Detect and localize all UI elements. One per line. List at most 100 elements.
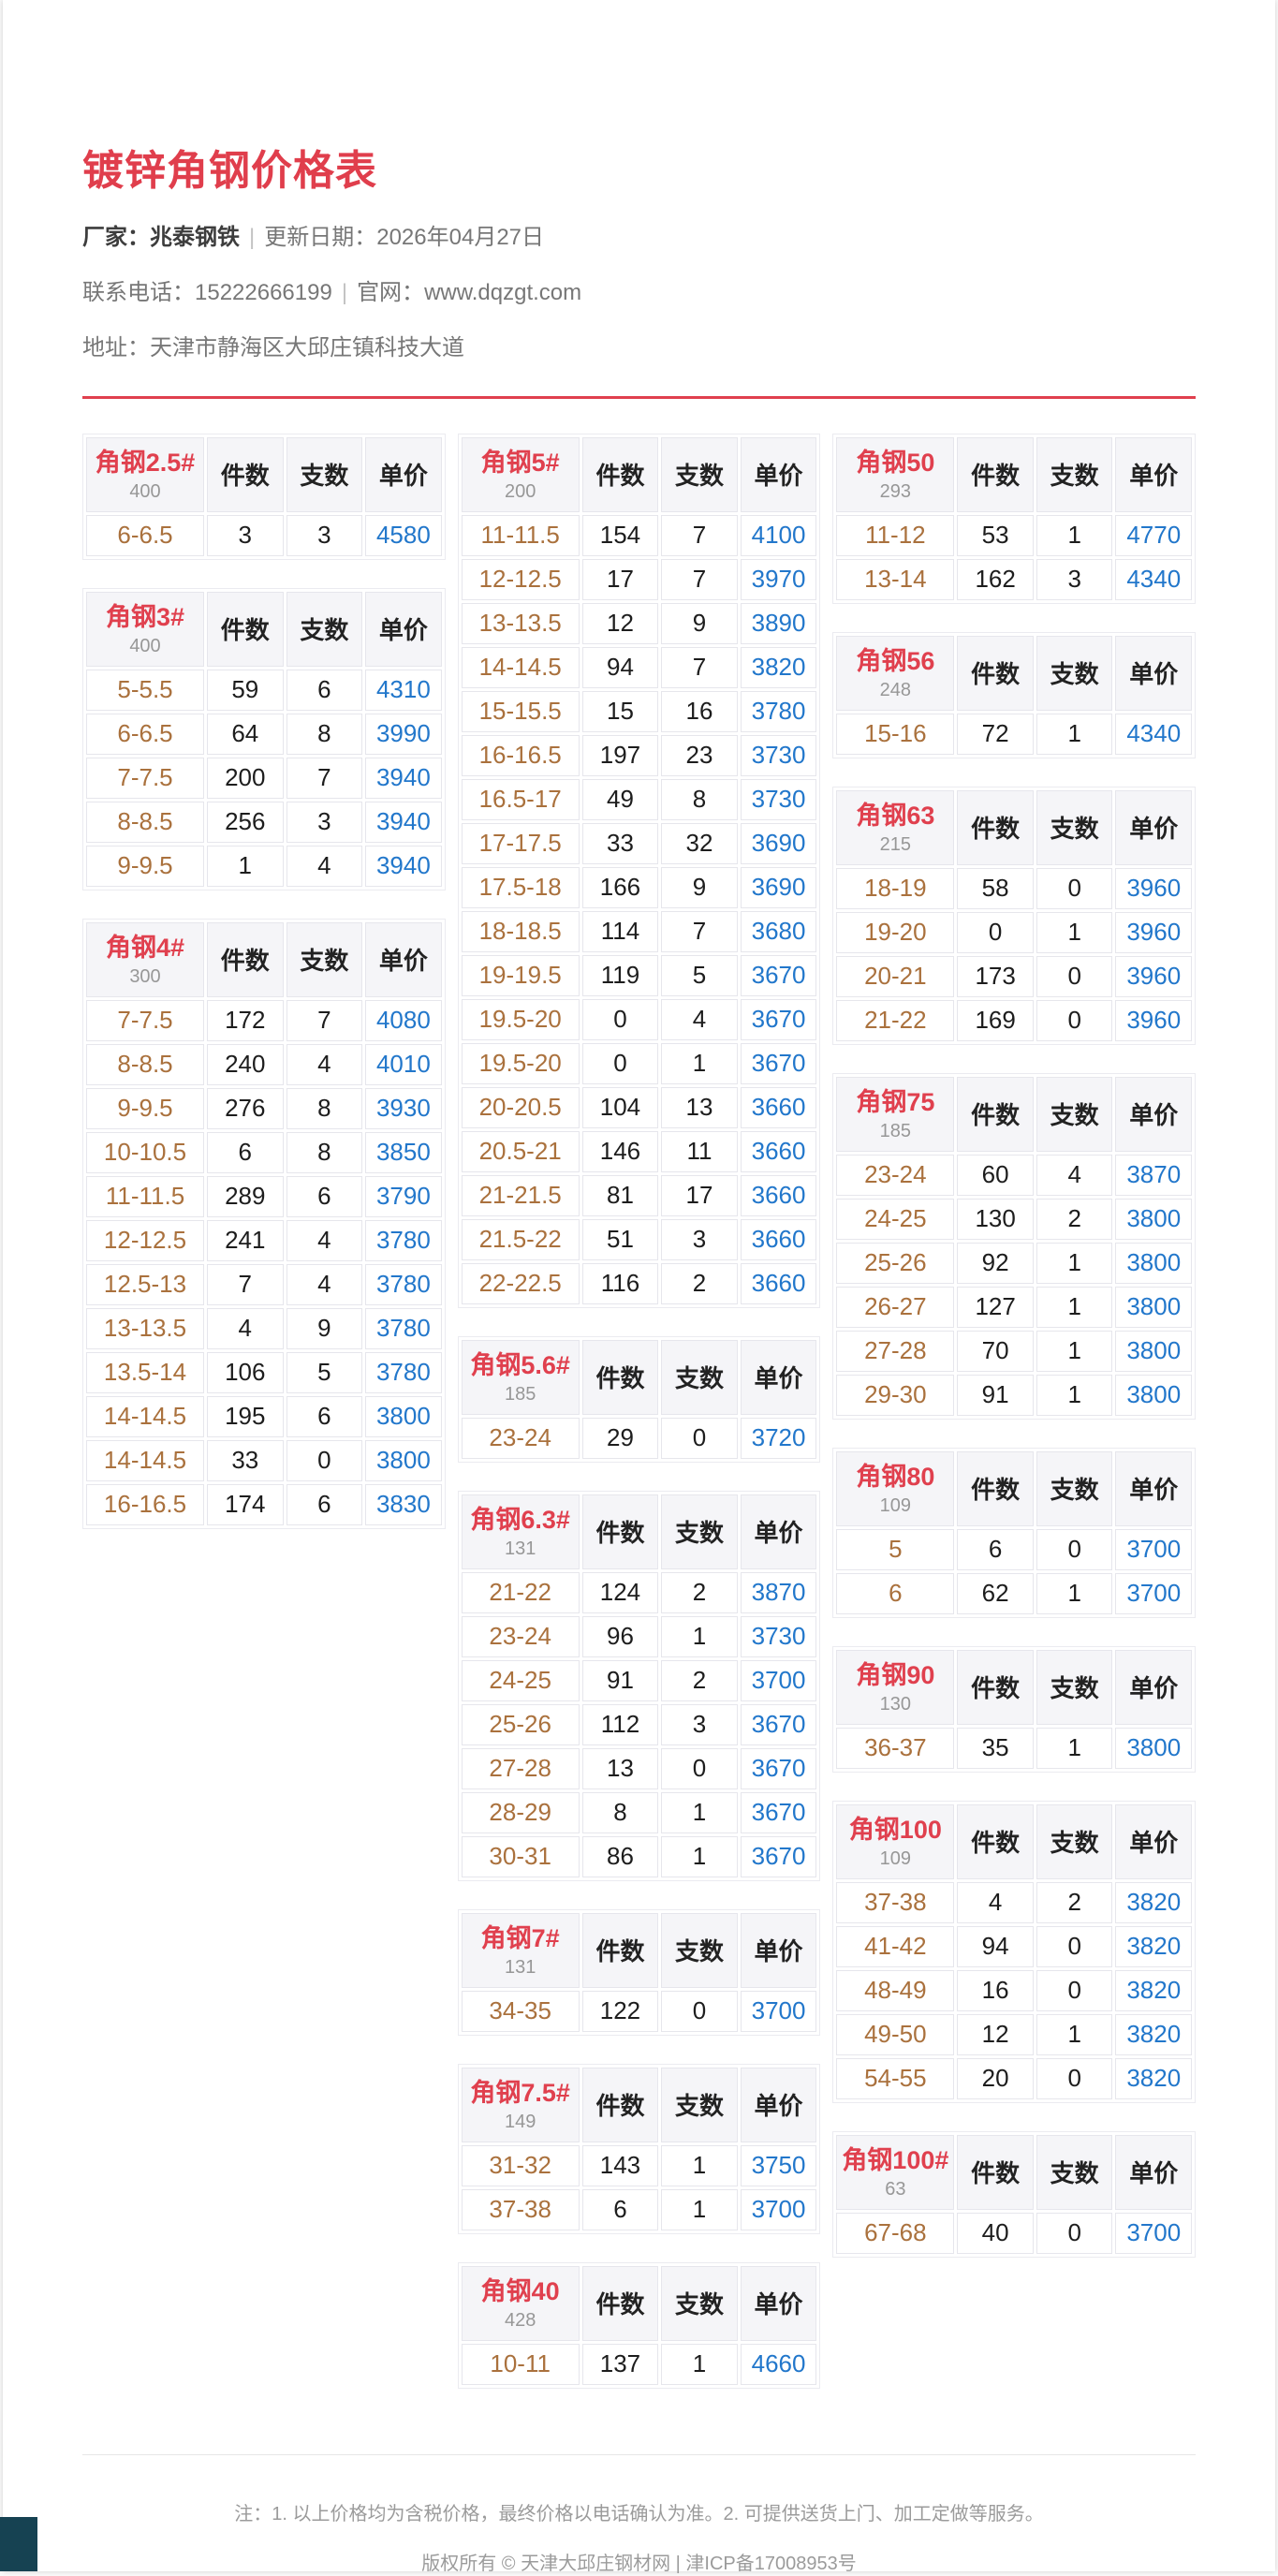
table-header-row: 角钢80 109 件数 支数 单价 xyxy=(836,1450,1193,1526)
table-row: 14-14.5 195 6 3800 xyxy=(86,1395,442,1437)
pieces-cell: 195 xyxy=(207,1395,284,1437)
pieces-cell: 60 xyxy=(957,1154,1034,1196)
col-header-pieces: 件数 xyxy=(581,1494,659,1569)
col-header-price: 单价 xyxy=(1115,1649,1193,1725)
col-header-pieces: 件数 xyxy=(581,1912,659,1988)
bundles-cell: 7 xyxy=(286,999,363,1041)
range-cell: 19.5-20 xyxy=(461,1042,580,1084)
price-cell: 3870 xyxy=(740,1571,817,1613)
table-name: 角钢100 xyxy=(848,1815,942,1844)
bundles-cell: 8 xyxy=(661,778,738,820)
bundles-cell: 6 xyxy=(286,1483,363,1525)
table-header-row: 角钢100# 63 件数 支数 单价 xyxy=(836,2134,1193,2210)
price-cell: 3970 xyxy=(740,558,817,600)
table-row: 14-14.5 94 7 3820 xyxy=(461,646,817,688)
table-header-row: 角钢2.5# 400 件数 支数 单价 xyxy=(86,436,442,512)
table-row: 17-17.5 33 32 3690 xyxy=(461,822,817,864)
pieces-cell: 91 xyxy=(957,1374,1034,1416)
price-cell: 3820 xyxy=(1115,1925,1193,1967)
bundles-cell: 1 xyxy=(661,1791,738,1833)
table-row: 25-26 112 3 3670 xyxy=(461,1703,817,1745)
price-cell: 3960 xyxy=(1115,999,1193,1041)
price-cell: 3830 xyxy=(365,1483,442,1525)
bundles-cell: 0 xyxy=(661,1990,738,2032)
table-row: 21-22 169 0 3960 xyxy=(836,999,1193,1041)
table-title-cell: 角钢50 293 xyxy=(836,436,955,512)
bundles-cell: 0 xyxy=(1036,1925,1113,1967)
col-header-bundles: 支数 xyxy=(1036,1649,1113,1725)
bundles-cell: 17 xyxy=(661,1174,738,1216)
col-header-price: 单价 xyxy=(740,2067,817,2142)
bundles-cell: 0 xyxy=(1036,999,1113,1041)
price-cell: 4660 xyxy=(740,2343,817,2385)
table-header-row: 角钢100 109 件数 支数 单价 xyxy=(836,1803,1193,1879)
table-row: 18-19 58 0 3960 xyxy=(836,867,1193,909)
table-title-cell: 角钢40 428 xyxy=(461,2265,580,2341)
price-cell: 3820 xyxy=(740,646,817,688)
pieces-cell: 143 xyxy=(581,2144,659,2186)
table-row: 19-20 0 1 3960 xyxy=(836,911,1193,953)
col-header-pieces: 件数 xyxy=(207,591,284,667)
table-code: 185 xyxy=(504,1384,536,1406)
pieces-cell: 162 xyxy=(957,558,1034,600)
update-date: 2026年04月27日 xyxy=(376,224,545,250)
bundles-cell: 9 xyxy=(286,1307,363,1349)
pieces-cell: 12 xyxy=(581,602,659,644)
price-cell: 3730 xyxy=(740,1615,817,1657)
pieces-cell: 51 xyxy=(581,1218,659,1260)
range-cell: 6 xyxy=(836,1572,955,1614)
table-title-cell: 角钢7# 131 xyxy=(461,1912,580,1988)
bundles-cell: 1 xyxy=(661,1615,738,1657)
bundles-cell: 7 xyxy=(661,646,738,688)
bundles-cell: 1 xyxy=(1036,1242,1113,1284)
bundles-cell: 1 xyxy=(661,2343,738,2385)
table-row: 12-12.5 17 7 3970 xyxy=(461,558,817,600)
table-row: 16-16.5 174 6 3830 xyxy=(86,1483,442,1525)
table-row: 8-8.5 240 4 4010 xyxy=(86,1043,442,1085)
table-row: 6-6.5 3 3 4580 xyxy=(86,514,442,556)
table-row: 21-21.5 81 17 3660 xyxy=(461,1174,817,1216)
bundles-cell: 2 xyxy=(1036,1881,1113,1923)
bundles-cell: 3 xyxy=(1036,558,1113,600)
bundles-cell: 1 xyxy=(661,2144,738,2186)
range-cell: 29-30 xyxy=(836,1374,955,1416)
price-cell: 3780 xyxy=(365,1263,442,1305)
pieces-cell: 104 xyxy=(581,1086,659,1128)
col-header-price: 单价 xyxy=(740,1912,817,1988)
range-cell: 26-27 xyxy=(836,1286,955,1328)
site-value: www.dqzgt.com xyxy=(424,279,582,305)
table-header-row: 角钢75 185 件数 支数 单价 xyxy=(836,1076,1193,1152)
price-cell: 3670 xyxy=(740,1747,817,1789)
pieces-cell: 33 xyxy=(207,1439,284,1481)
price-cell: 3700 xyxy=(740,1659,817,1701)
price-cell: 3800 xyxy=(1115,1242,1193,1284)
floating-corner-widget[interactable] xyxy=(0,2517,37,2571)
table-row: 15-16 72 1 4340 xyxy=(836,713,1193,755)
col-header-pieces: 件数 xyxy=(957,789,1034,865)
table-row: 37-38 6 1 3700 xyxy=(461,2188,817,2230)
col-header-bundles: 支数 xyxy=(1036,1803,1113,1879)
price-cell: 3700 xyxy=(1115,1528,1193,1570)
info-line-address: 地址：天津市静海区大邱庄镇科技大道 xyxy=(82,334,1196,362)
table-row: 19-19.5 119 5 3670 xyxy=(461,954,817,996)
table-row: 24-25 130 2 3800 xyxy=(836,1198,1193,1240)
pieces-cell: 169 xyxy=(957,999,1034,1041)
range-cell: 36-37 xyxy=(836,1727,955,1769)
range-cell: 48-49 xyxy=(836,1969,955,2011)
bundles-cell: 0 xyxy=(1036,2212,1113,2254)
col-header-bundles: 支数 xyxy=(661,1339,738,1415)
bundles-cell: 4 xyxy=(1036,1154,1113,1196)
info-line-contact: 联系电话：15222666199 | 官网：www.dqzgt.com xyxy=(82,279,1196,307)
price-cell: 4010 xyxy=(365,1043,442,1085)
price-cell: 3940 xyxy=(365,845,442,887)
range-cell: 9-9.5 xyxy=(86,845,205,887)
table-row: 22-22.5 116 2 3660 xyxy=(461,1262,817,1304)
price-cell: 3800 xyxy=(1115,1198,1193,1240)
table-row: 7-7.5 200 7 3940 xyxy=(86,757,442,799)
price-table: 角钢90 130 件数 支数 单价 36-37 35 1 3800 xyxy=(832,1645,1197,1773)
col-header-price: 单价 xyxy=(365,436,442,512)
bundles-cell: 7 xyxy=(661,558,738,600)
table-code: 400 xyxy=(129,636,161,657)
bundles-cell: 32 xyxy=(661,822,738,864)
price-cell: 3800 xyxy=(1115,1374,1193,1416)
